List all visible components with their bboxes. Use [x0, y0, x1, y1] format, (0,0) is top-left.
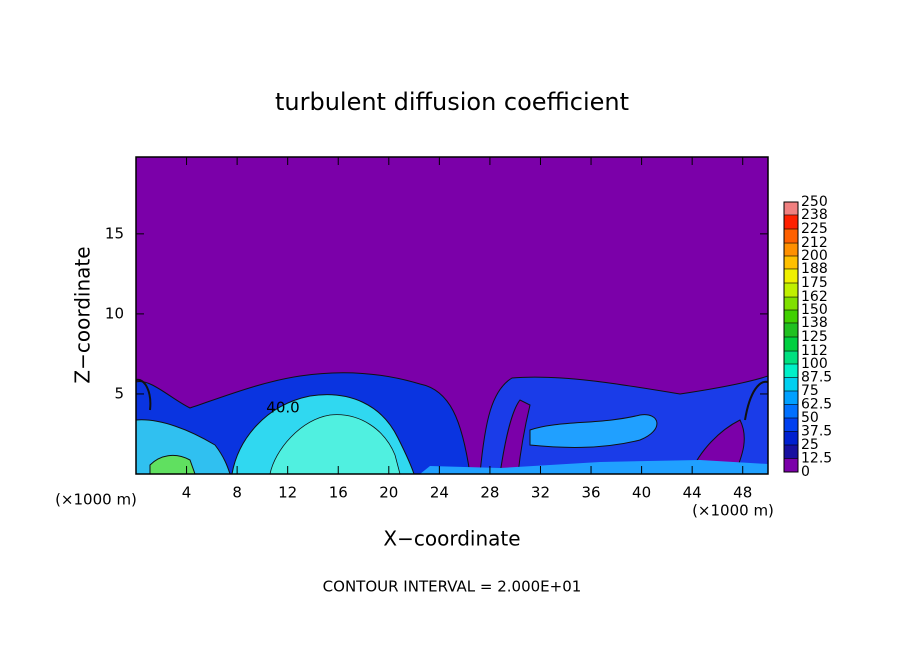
colorbar-label: 238 [801, 207, 828, 223]
colorbar-band [784, 214, 798, 229]
y-tick-label: 15 [105, 224, 124, 242]
colorbar-band [784, 351, 798, 364]
colorbar-label: 112 [801, 343, 828, 359]
colorbar-band [784, 310, 798, 323]
plot-frame [135, 156, 769, 475]
x-unit: (×1000 m) [692, 502, 774, 520]
colorbar-label: 225 [801, 221, 828, 237]
y-tick-label: 5 [114, 384, 124, 402]
x-tick-label: 48 [733, 484, 752, 502]
colorbar-band [784, 458, 798, 472]
colorbar-band [784, 404, 798, 418]
y-tick-label: 10 [105, 304, 124, 322]
colorbar-label: 37.5 [801, 424, 832, 440]
x-tick-label: 20 [379, 484, 398, 502]
colorbar-band [784, 283, 798, 298]
colorbar-label: 188 [801, 261, 828, 277]
x-tick-label: 24 [430, 484, 449, 502]
colorbar-label: 75 [801, 383, 819, 399]
colorbar-label: 200 [801, 248, 828, 264]
colorbar-label: 87.5 [801, 370, 832, 386]
x-tick-label: 44 [683, 484, 702, 502]
chart-title: turbulent diffusion coefficient [275, 88, 629, 116]
colorbar-label: 125 [801, 329, 828, 345]
colorbar-label: 138 [801, 315, 828, 331]
x-tick-label: 4 [182, 484, 192, 502]
colorbar-band [784, 391, 798, 405]
y-unit: (×1000 m) [55, 491, 137, 509]
x-tick-label: 40 [632, 484, 651, 502]
x-tick-label: 28 [480, 484, 499, 502]
colorbar-band [784, 364, 798, 378]
colorbar-band [784, 445, 798, 459]
x-tick-label: 12 [278, 484, 297, 502]
colorbar-band [784, 322, 798, 337]
x-tick-label: 36 [581, 484, 600, 502]
y-axis-label: Z−coordinate [71, 246, 95, 383]
x-tick-label: 8 [232, 484, 242, 502]
colorbar-band [784, 377, 798, 391]
colorbar-label: 162 [801, 289, 828, 305]
x-tick-label: 32 [531, 484, 550, 502]
colorbar-band [784, 418, 798, 432]
colorbar-label: 62.5 [801, 397, 832, 413]
colorbar-band [784, 229, 798, 244]
colorbar-band [784, 297, 798, 310]
colorbar-label: 250 [801, 194, 828, 210]
colorbar-band [784, 202, 798, 215]
contour-label: 40.0 [266, 399, 299, 417]
colorbar-label: 12.5 [801, 451, 832, 467]
colorbar-band [784, 268, 798, 283]
contour-note: CONTOUR INTERVAL = 2.000E+01 [323, 578, 582, 596]
colorbar-label: 0 [801, 464, 810, 480]
x-tick-label: 16 [329, 484, 348, 502]
colorbar-label: 212 [801, 235, 828, 251]
colorbar-label: 50 [801, 410, 819, 426]
field [136, 157, 768, 474]
colorbar-label: 150 [801, 302, 828, 318]
colorbar-label: 175 [801, 275, 828, 291]
x-axis-label: X−coordinate [383, 527, 520, 551]
colorbar-band [784, 243, 798, 256]
colorbar-label: 100 [801, 356, 828, 372]
colorbar-band [784, 337, 798, 352]
colorbar-band [784, 256, 798, 269]
colorbar-label: 25 [801, 437, 819, 453]
colorbar-band [784, 431, 798, 445]
